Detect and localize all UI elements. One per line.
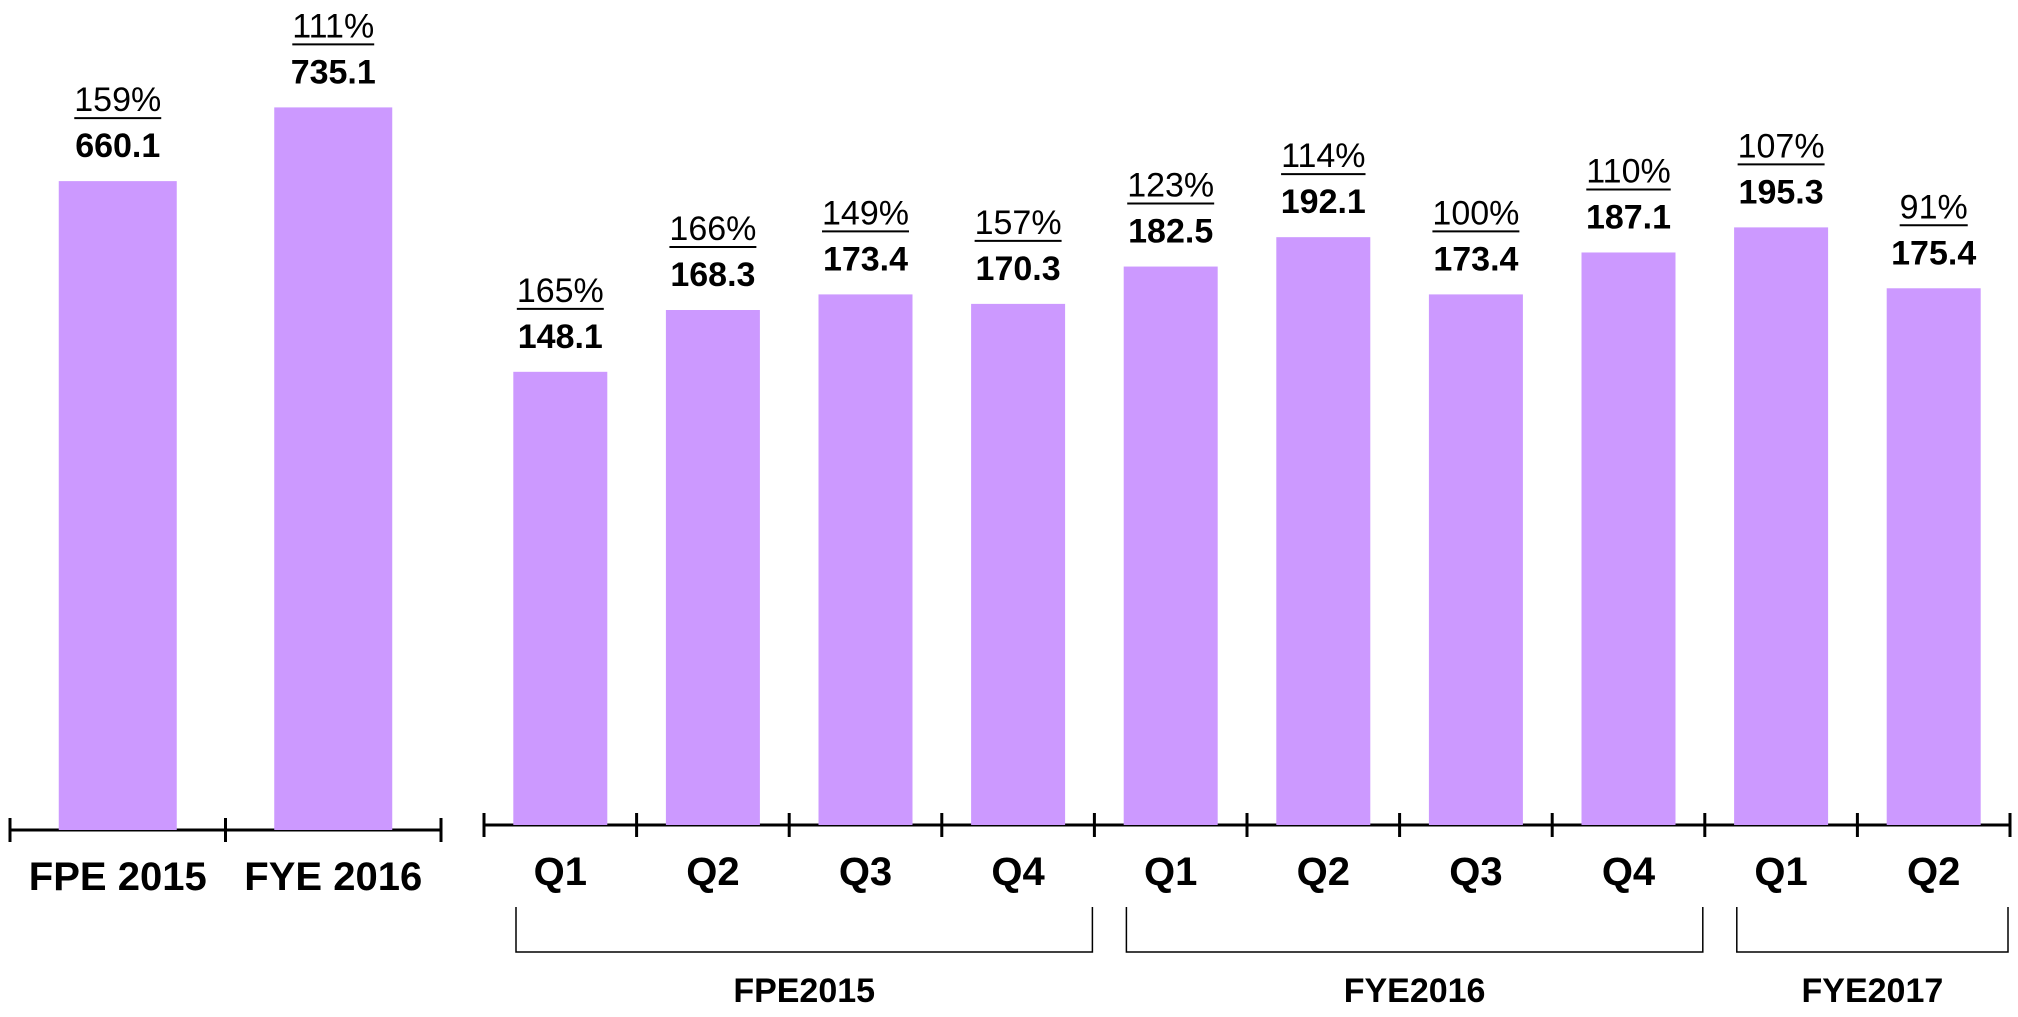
value-label: 175.4 xyxy=(1891,234,1976,272)
x-tick-label: Q2 xyxy=(1907,850,1960,894)
x-tick-label: Q2 xyxy=(686,850,739,894)
percent-label: 111% xyxy=(292,7,374,45)
x-tick-label: Q1 xyxy=(1144,850,1197,894)
value-label: 170.3 xyxy=(976,250,1061,288)
group-label: FPE2015 xyxy=(733,972,875,1010)
group-bracket xyxy=(515,907,1094,953)
value-label: 173.4 xyxy=(823,240,908,278)
value-label: 192.1 xyxy=(1281,183,1366,221)
x-tick-label: Q1 xyxy=(1754,850,1807,894)
value-label: 168.3 xyxy=(670,256,755,294)
x-tick-label: Q4 xyxy=(1602,850,1656,894)
group-label: FYE2016 xyxy=(1344,972,1486,1010)
bar xyxy=(818,294,913,825)
bar xyxy=(274,107,393,830)
value-label: 735.1 xyxy=(291,53,376,91)
percent-label: 114% xyxy=(1281,137,1365,175)
bar xyxy=(58,181,177,830)
value-label: 195.3 xyxy=(1739,173,1824,211)
bar xyxy=(971,303,1066,826)
percent-label: 123% xyxy=(1127,167,1214,205)
percent-label: 149% xyxy=(822,194,909,232)
percent-label: 159% xyxy=(74,81,161,119)
value-label: 148.1 xyxy=(518,318,603,356)
percent-label: 165% xyxy=(517,272,604,310)
group-bracket xyxy=(1125,907,1704,953)
group-label: FYE2017 xyxy=(1802,972,1944,1010)
percent-label: 107% xyxy=(1738,127,1825,165)
value-label: 182.5 xyxy=(1128,213,1213,251)
bar xyxy=(1734,227,1829,825)
x-tick-label: Q1 xyxy=(534,850,587,894)
bar xyxy=(1886,288,1981,825)
bar xyxy=(513,371,608,825)
percent-label: 110% xyxy=(1586,152,1670,190)
value-label: 660.1 xyxy=(75,127,160,165)
x-tick-label: FPE 2015 xyxy=(29,855,207,899)
x-tick-label: FYE 2016 xyxy=(244,855,422,899)
x-tick-label: Q4 xyxy=(991,850,1045,894)
percent-label: 100% xyxy=(1432,194,1519,232)
value-label: 187.1 xyxy=(1586,198,1671,236)
percent-label: 157% xyxy=(975,204,1062,242)
bar xyxy=(1428,294,1523,825)
bar xyxy=(1581,252,1676,825)
group-bracket xyxy=(1736,907,2009,953)
percent-label: 91% xyxy=(1900,188,1968,226)
bar xyxy=(1276,237,1371,825)
percent-label: 166% xyxy=(669,210,756,248)
x-tick-label: Q2 xyxy=(1297,850,1350,894)
bar xyxy=(1123,266,1218,825)
x-tick-label: Q3 xyxy=(839,850,892,894)
value-label: 173.4 xyxy=(1433,240,1518,278)
x-tick-label: Q3 xyxy=(1449,850,1502,894)
bar xyxy=(665,310,760,825)
